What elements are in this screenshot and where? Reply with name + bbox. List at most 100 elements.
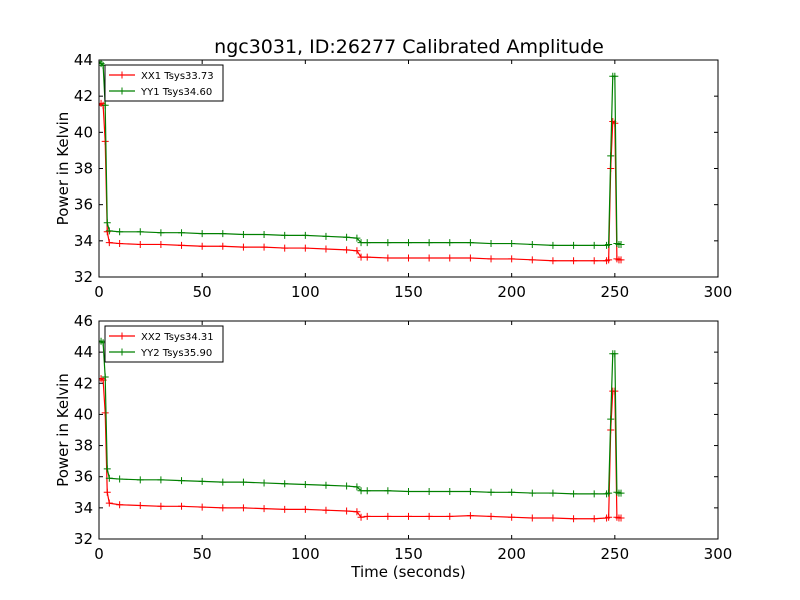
- data-point: [611, 72, 619, 80]
- data-point: [549, 241, 557, 249]
- data-point: [105, 499, 113, 507]
- data-point: [466, 239, 474, 247]
- data-point: [590, 515, 598, 523]
- data-point: [466, 488, 474, 496]
- y-tick-label: 44: [74, 343, 93, 361]
- data-point: [116, 475, 124, 483]
- y-tick-label: 34: [74, 499, 93, 517]
- data-point: [611, 350, 619, 358]
- data-point: [425, 254, 433, 262]
- data-point: [487, 488, 495, 496]
- y-tick-label: 46: [74, 312, 93, 330]
- data-point: [605, 256, 613, 264]
- data-point: [549, 257, 557, 265]
- data-point: [219, 242, 227, 250]
- data-point: [570, 257, 578, 265]
- y-tick-label: 36: [74, 468, 93, 486]
- data-point: [487, 255, 495, 263]
- data-point: [178, 241, 186, 249]
- data-point: [322, 481, 330, 489]
- y-tick-label: 36: [74, 196, 93, 214]
- data-point: [617, 240, 625, 248]
- data-point: [405, 512, 412, 520]
- data-point: [322, 232, 330, 240]
- legend-box: [104, 325, 224, 363]
- y-axis-label: Power in Kelvin: [54, 112, 72, 226]
- data-point: [590, 490, 598, 498]
- data-point: [446, 239, 454, 247]
- legend: XX1 Tsys33.73 YY1 Tsys34.60: [104, 64, 224, 102]
- data-point: [101, 101, 109, 109]
- data-point: [363, 512, 371, 520]
- data-point: [198, 242, 206, 250]
- data-point: [528, 514, 536, 522]
- data-point: [487, 512, 495, 520]
- data-point: [508, 255, 516, 263]
- data-point: [198, 503, 206, 511]
- data-point: [353, 483, 361, 491]
- data-point: [260, 505, 268, 513]
- data-point: [178, 477, 186, 485]
- data-point: [343, 233, 351, 241]
- legend-entry: XX1 Tsys33.73: [141, 71, 214, 82]
- y-tick-label: 32: [74, 268, 93, 286]
- data-point: [570, 515, 578, 523]
- data-point: [405, 488, 412, 496]
- x-tick-label: 100: [291, 283, 320, 301]
- data-point: [466, 512, 474, 520]
- data-point: [343, 507, 351, 515]
- data-point: [103, 219, 111, 227]
- y-tick-label: 38: [74, 160, 93, 178]
- data-point: [425, 488, 433, 496]
- data-point: [357, 513, 365, 521]
- data-point: [363, 487, 371, 495]
- data-point: [260, 243, 268, 251]
- x-tick-label: 300: [704, 283, 733, 301]
- data-point: [198, 477, 206, 485]
- legend-box: [104, 64, 224, 102]
- legend-marker: [118, 71, 126, 79]
- data-point: [549, 489, 557, 497]
- data-point: [425, 239, 433, 247]
- data-point: [136, 228, 144, 236]
- data-point: [178, 229, 186, 237]
- data-point: [136, 240, 144, 248]
- data-point: [617, 514, 625, 522]
- data-point: [178, 502, 186, 510]
- data-point: [157, 476, 165, 484]
- x-tick-label: 150: [394, 283, 423, 301]
- data-point: [301, 481, 309, 488]
- data-point: [105, 227, 113, 235]
- data-point: [607, 152, 615, 160]
- data-point: [363, 239, 371, 247]
- data-point: [136, 476, 144, 484]
- data-point: [239, 243, 247, 251]
- x-tick-label: 150: [394, 545, 423, 563]
- data-point: [405, 239, 412, 247]
- data-point: [605, 240, 613, 248]
- data-point: [446, 512, 454, 520]
- data-point: [260, 479, 268, 487]
- legend-marker: [118, 332, 126, 340]
- data-point: [322, 245, 330, 253]
- data-point: [136, 502, 144, 510]
- data-point: [590, 241, 598, 249]
- x-tick-label: 100: [291, 545, 320, 563]
- data-point: [570, 241, 578, 249]
- data-point: [101, 409, 109, 417]
- data-point: [446, 254, 454, 262]
- data-point: [590, 257, 598, 265]
- data-point: [363, 253, 371, 261]
- data-point: [219, 478, 227, 486]
- x-tick-label: 0: [94, 545, 104, 563]
- legend-entry: XX2 Tsys34.31: [141, 332, 214, 343]
- data-point: [425, 512, 433, 520]
- y-tick-label: 40: [74, 405, 93, 423]
- legend-entry: YY1 Tsys34.60: [140, 87, 212, 98]
- series-2: [99, 337, 625, 498]
- data-point: [157, 229, 165, 237]
- data-point: [239, 231, 247, 239]
- data-point: [116, 228, 124, 236]
- data-point: [605, 489, 613, 497]
- data-point: [617, 256, 625, 264]
